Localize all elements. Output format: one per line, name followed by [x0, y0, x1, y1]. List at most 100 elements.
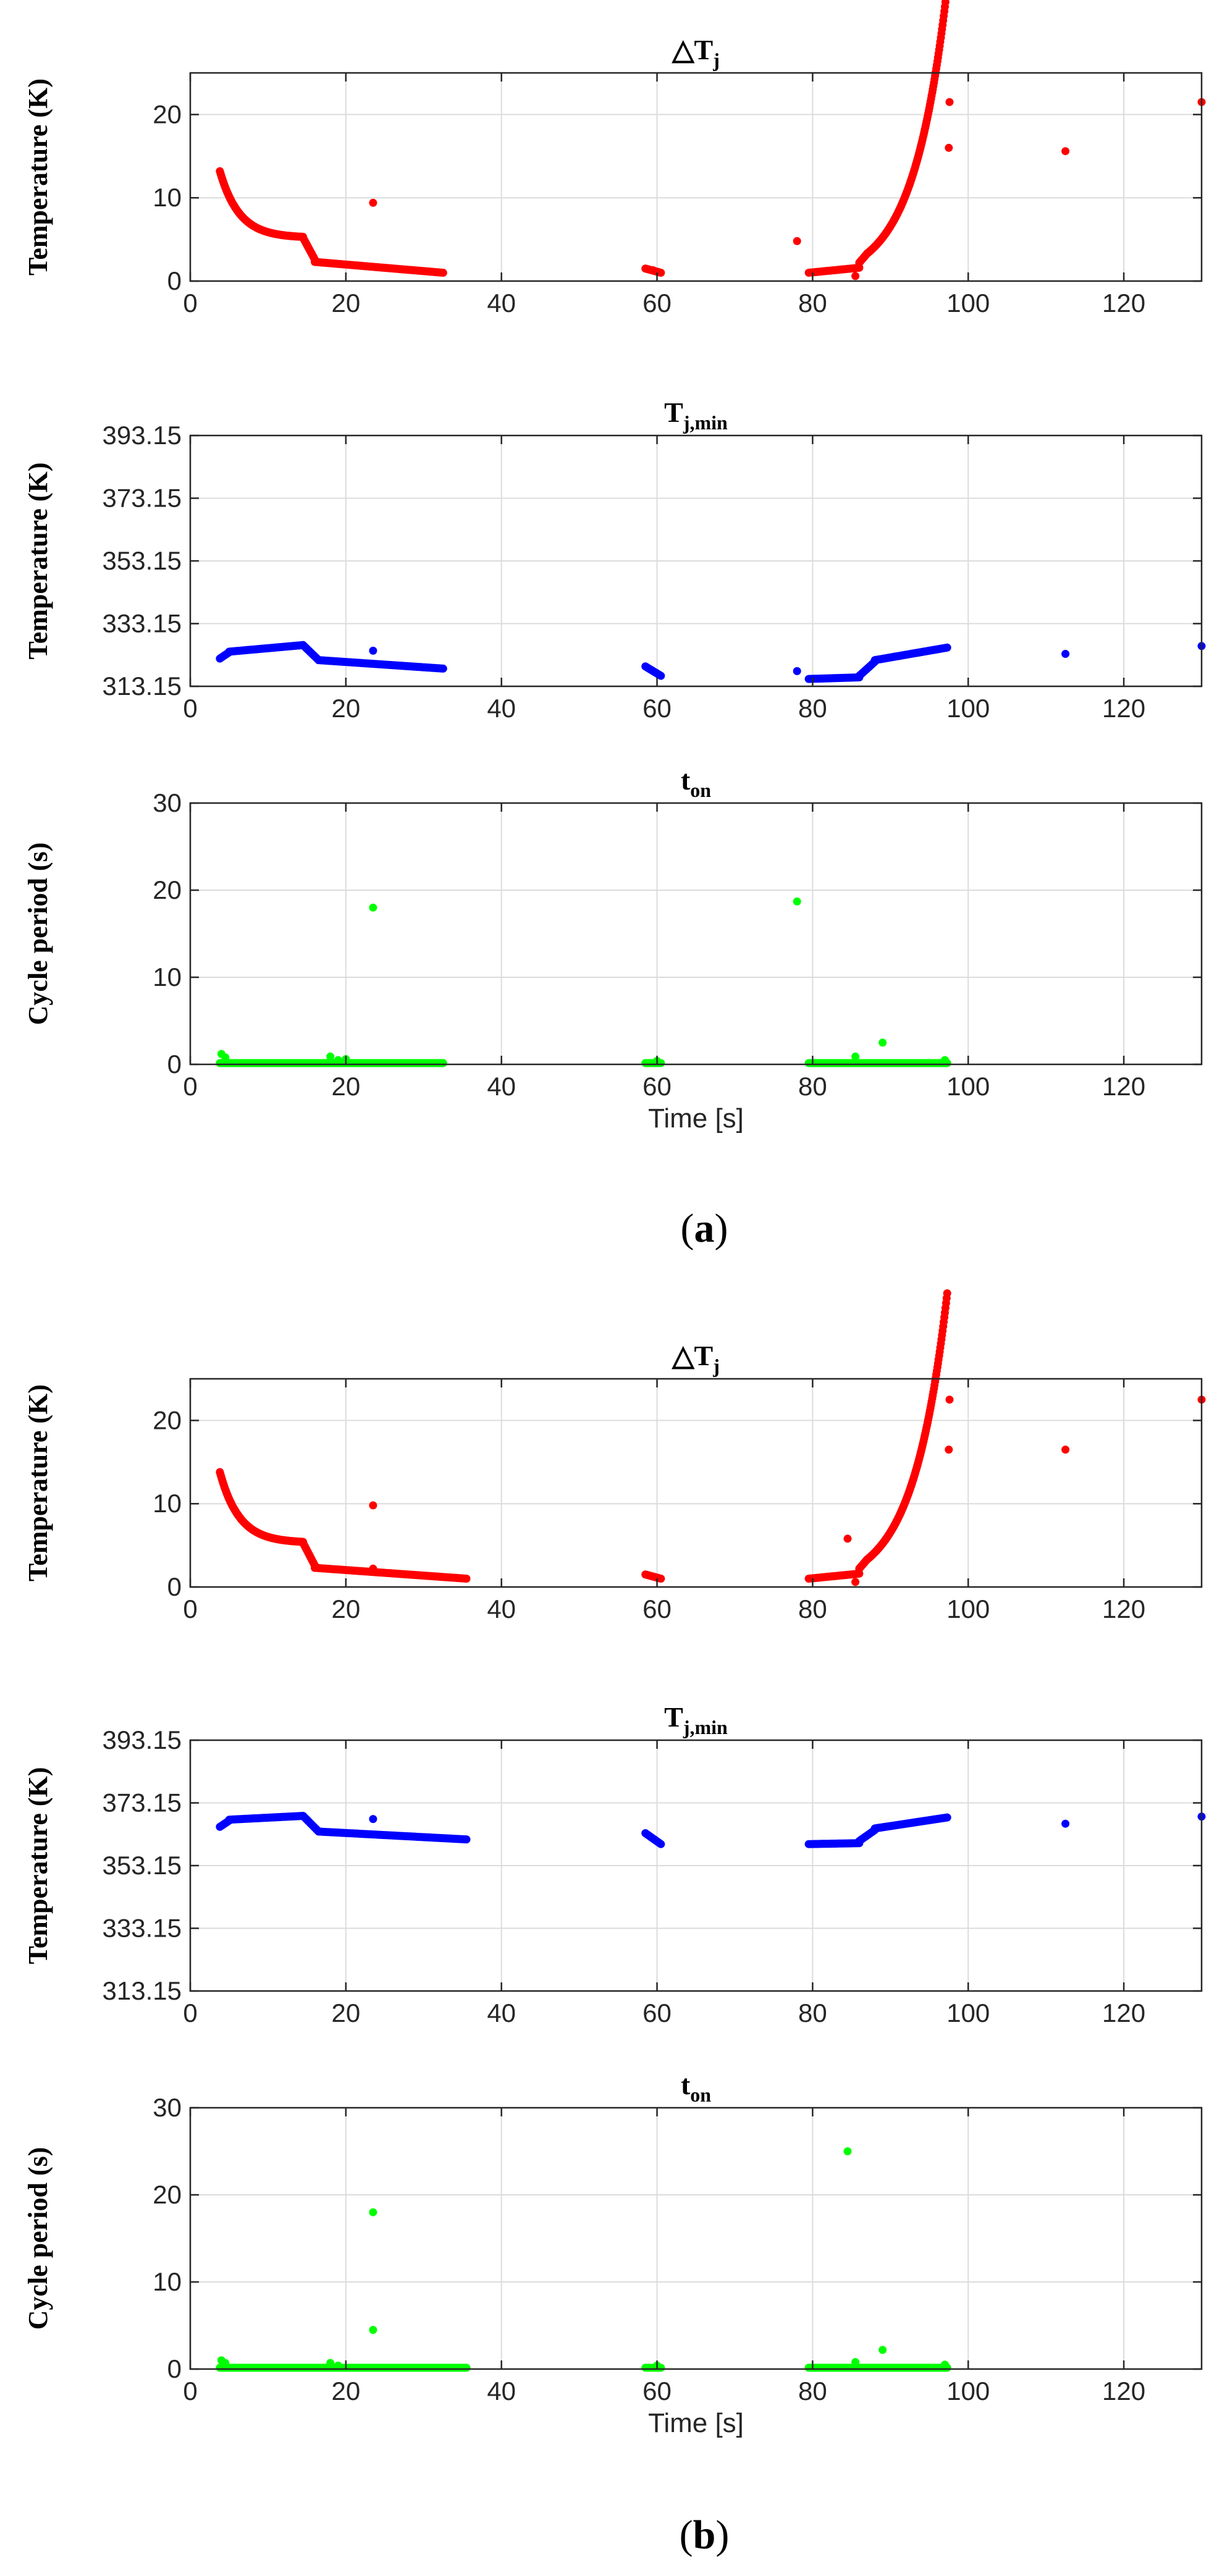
x-tick-label: 100 — [946, 288, 990, 318]
x-tick-label: 80 — [798, 1998, 827, 2027]
data-point — [793, 237, 801, 245]
data-points — [216, 0, 1206, 280]
y-tick-label: 373.15 — [103, 1788, 182, 1817]
x-tick-label: 20 — [331, 1594, 360, 1623]
data-point — [369, 646, 377, 655]
x-tick-label: 60 — [642, 1594, 672, 1623]
x-tick-label: 60 — [642, 1072, 672, 1101]
y-tick-label: 0 — [167, 1572, 182, 1601]
y-tick-label: 0 — [167, 1050, 182, 1079]
axes-frame — [189, 802, 1203, 1066]
axes-frame — [189, 1378, 1203, 1588]
y-tick-label: 10 — [153, 2267, 182, 2296]
y-tick-label: 30 — [153, 788, 182, 817]
x-tick-label: 120 — [1102, 2376, 1145, 2406]
data-point — [941, 0, 950, 6]
data-point — [657, 1575, 665, 1583]
x-tick-label: 80 — [798, 1072, 827, 1101]
data-point — [462, 1835, 471, 1844]
data-point — [878, 1038, 887, 1047]
data-point — [369, 1564, 377, 1573]
chart-title: Tj,min — [664, 1701, 728, 1738]
data-points — [216, 641, 1206, 683]
data-point — [1061, 1819, 1070, 1828]
x-tick-label: 100 — [946, 1072, 990, 1101]
data-point — [334, 1056, 342, 1064]
data-point — [439, 664, 447, 673]
y-tick-label: 10 — [153, 962, 182, 991]
x-tick-label: 40 — [487, 1998, 516, 2027]
data-point — [851, 272, 860, 280]
y-tick-label: 393.15 — [103, 1725, 182, 1754]
y-tick-label: 10 — [153, 1489, 182, 1518]
data-point — [943, 1289, 951, 1298]
x-tick-label: 40 — [487, 1072, 516, 1101]
chart-title: Tj,min — [664, 397, 728, 434]
data-point — [439, 1059, 447, 1067]
chart-title: △Tj — [671, 1340, 720, 1377]
chart-b-delta-tj: 0 20 40 60 80 100 120 0 10 20 △Tj Temperature (K) — [23, 1289, 1206, 1623]
x-tick-label: 60 — [642, 2376, 672, 2406]
y-axis-label: Cycle period (s) — [23, 843, 53, 1025]
plot-area — [190, 803, 1202, 1064]
x-tick-label: 120 — [1102, 1998, 1145, 2027]
data-point — [851, 2358, 860, 2367]
data-point — [649, 266, 657, 274]
x-tick-label: 40 — [487, 288, 516, 318]
y-tick-label: 20 — [153, 1405, 182, 1434]
x-tick-label: 60 — [642, 694, 672, 723]
x-tick-label: 60 — [642, 288, 672, 318]
chart-a-delta-tj: 0 20 40 60 80 100 120 0 10 20 △Tj Temperature (K) — [23, 0, 1206, 318]
data-point — [945, 1395, 954, 1404]
y-tick-label: 333.15 — [103, 1914, 182, 1943]
data-point — [369, 1501, 377, 1510]
data-point — [657, 671, 665, 680]
x-tick-label: 0 — [183, 2376, 197, 2406]
data-point — [945, 143, 953, 152]
chart-title: △Tj — [671, 34, 720, 71]
y-axis-label: Cycle period (s) — [23, 2147, 53, 2330]
data-point — [1061, 650, 1070, 658]
x-tick-label: 0 — [183, 1594, 197, 1623]
data-point — [943, 643, 951, 652]
x-tick-label: 120 — [1102, 1072, 1145, 1101]
chart-a-tj-min: 0 20 40 60 80 100 120 313.15 333.15 353.15 373.15 3… — [23, 397, 1206, 723]
data-point — [851, 1578, 860, 1586]
data-point — [793, 897, 801, 906]
y-axis-label: Temperature (K) — [23, 463, 53, 660]
x-tick-label: 120 — [1102, 288, 1145, 318]
data-point — [793, 667, 801, 675]
data-point — [878, 2346, 887, 2354]
data-point — [439, 269, 447, 277]
y-axis-label: Temperature (K) — [23, 78, 53, 276]
y-tick-label: 313.15 — [103, 671, 182, 701]
y-tick-label: 20 — [153, 99, 182, 128]
x-tick-label: 100 — [946, 1998, 990, 2027]
x-tick-label: 0 — [183, 288, 197, 318]
data-point — [945, 98, 954, 106]
data-points — [216, 1812, 1206, 1848]
y-tick-label: 353.15 — [103, 546, 182, 575]
x-tick-label: 20 — [331, 288, 360, 318]
data-point — [326, 1052, 335, 1061]
x-tick-label: 40 — [487, 1594, 516, 1623]
x-tick-label: 100 — [946, 2376, 990, 2406]
data-point — [945, 1446, 953, 1454]
chart-title: ton — [681, 2069, 711, 2106]
plot-area — [190, 73, 1202, 281]
data-point — [221, 1053, 230, 1062]
data-point — [1061, 1446, 1070, 1454]
data-point — [334, 2361, 342, 2370]
data-point — [941, 2360, 949, 2369]
x-tick-label: 20 — [331, 1998, 360, 2027]
data-point — [369, 903, 377, 912]
y-tick-label: 30 — [153, 2093, 182, 2122]
data-point — [843, 2147, 852, 2155]
y-tick-label: 20 — [153, 2180, 182, 2209]
x-tick-label: 80 — [798, 694, 827, 723]
panel-label-b: (b) — [680, 2512, 730, 2557]
data-point — [843, 1534, 852, 1543]
y-tick-label: 333.15 — [103, 609, 182, 638]
